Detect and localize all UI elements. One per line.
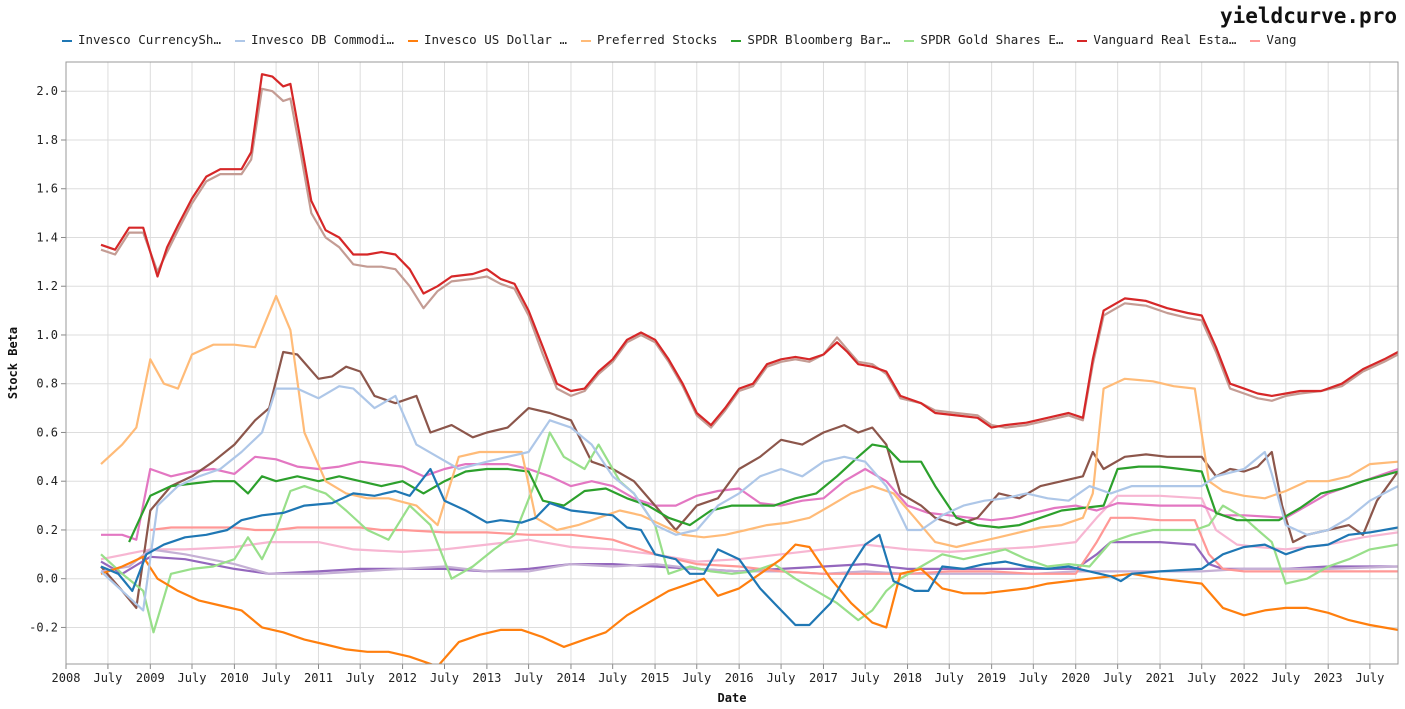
x-tick-label: July [1355,671,1384,685]
legend-item[interactable]: Invesco CurrencySh… [62,32,221,47]
legend-swatch [1077,39,1088,42]
series-line-13[interactable] [100,87,1398,429]
y-tick-label: 1.6 [36,182,58,196]
y-tick-label: 0.0 [36,572,58,586]
y-tick-label: 1.4 [36,230,58,244]
x-tick-label: 2014 [557,671,586,685]
x-tick-label: 2010 [220,671,249,685]
x-tick-label: July [93,671,122,685]
y-tick-label: 1.8 [36,133,58,147]
legend-label: Preferred Stocks [597,32,718,47]
x-tick-label: July [1187,671,1216,685]
legend-label: Invesco CurrencySh… [78,32,221,47]
legend-swatch [62,39,72,42]
x-tick-label: July [598,671,627,685]
legend-swatch [235,39,245,42]
legend-item[interactable]: SPDR Gold Shares E… [904,32,1063,47]
y-tick-label: 0.2 [36,523,58,537]
x-tick-label: 2023 [1314,671,1343,685]
x-tick-label: 2015 [641,671,670,685]
x-tick-label: July [851,671,880,685]
series-line-6[interactable] [100,73,1398,429]
y-tick-label: 0.4 [36,474,58,488]
series-line-5[interactable] [100,431,1398,634]
legend-label: Invesco DB Commodi… [251,32,394,47]
x-tick-label: July [1019,671,1048,685]
y-tick-label: 0.8 [36,377,58,391]
legend-item[interactable]: SPDR Bloomberg Bar… [731,32,890,47]
legend-item[interactable]: Invesco US Dollar … [408,32,567,47]
x-tick-label: 2008 [52,671,81,685]
series-line-11[interactable] [101,455,1398,541]
y-tick-label: 1.2 [36,279,58,293]
x-tick-label: 2011 [304,671,333,685]
legend-swatch [731,39,742,42]
series-line-10[interactable] [100,350,1398,609]
x-tick-label: 2012 [388,671,417,685]
x-tick-label: July [178,671,207,685]
brand-logo-text: yieldcurve.pro [1219,4,1397,28]
legend-swatch [904,39,915,42]
series-line-3[interactable] [100,294,1398,549]
x-tick-label: July [935,671,964,685]
x-tick-label: July [767,671,796,685]
legend-item[interactable]: Vang [1250,32,1297,47]
x-axis-title: Date [718,691,747,705]
legend-label: Invesco US Dollar … [424,32,567,47]
y-tick-label: 1.0 [36,328,58,342]
chart-legend: Invesco CurrencySh… Invesco DB Commodi… In… [62,32,1405,50]
x-tick-label: July [1103,671,1132,685]
x-tick-label: July [262,671,291,685]
legend-swatch [408,39,418,42]
series-line-0[interactable] [100,467,1398,627]
x-tick-label: 2018 [893,671,922,685]
legend-label: SPDR Bloomberg Bar… [747,32,891,47]
series-line-2[interactable] [100,543,1398,667]
legend-item[interactable]: Invesco DB Commodi… [235,32,394,47]
x-tick-label: 2022 [1230,671,1259,685]
chart-series [100,73,1398,667]
x-tick-label: 2020 [1061,671,1090,685]
y-axis-title: Stock Beta [6,327,20,399]
legend-label: SPDR Gold Shares E… [920,32,1064,47]
y-tick-label: -0.2 [29,620,58,634]
series-line-4[interactable] [128,443,1398,543]
x-tick-label: 2017 [809,671,838,685]
x-tick-label: 2021 [1146,671,1175,685]
y-tick-label: 0.6 [36,425,58,439]
x-tick-label: July [430,671,459,685]
x-tick-label: July [514,671,543,685]
plot-frame [65,61,1399,665]
x-tick-label: 2013 [472,671,501,685]
x-tick-label: 2019 [977,671,1006,685]
series-line-7[interactable] [150,516,1398,575]
legend-swatch [1250,39,1261,42]
x-tick-label: July [1271,671,1300,685]
chart-axes: -0.2 0.0 0.2 0.4 0.6 0.8 1.0 1.2 1.4 1.6 1.8 2.0 200… [29,61,1399,685]
y-tick-label: 2.0 [36,84,58,98]
x-tick-label: July [346,671,375,685]
legend-swatch [581,39,591,42]
legend-label: Vang [1266,32,1297,47]
legend-label: Vanguard Real Esta… [1093,32,1237,47]
series-line-12[interactable] [100,494,1398,563]
series-line-1[interactable] [100,385,1398,612]
x-tick-label: 2016 [725,671,754,685]
legend-item[interactable]: Preferred Stocks [581,32,717,47]
legend-item[interactable]: Vanguard Real Esta… [1077,32,1236,47]
x-tick-label: July [682,671,711,685]
x-tick-label: 2009 [136,671,165,685]
